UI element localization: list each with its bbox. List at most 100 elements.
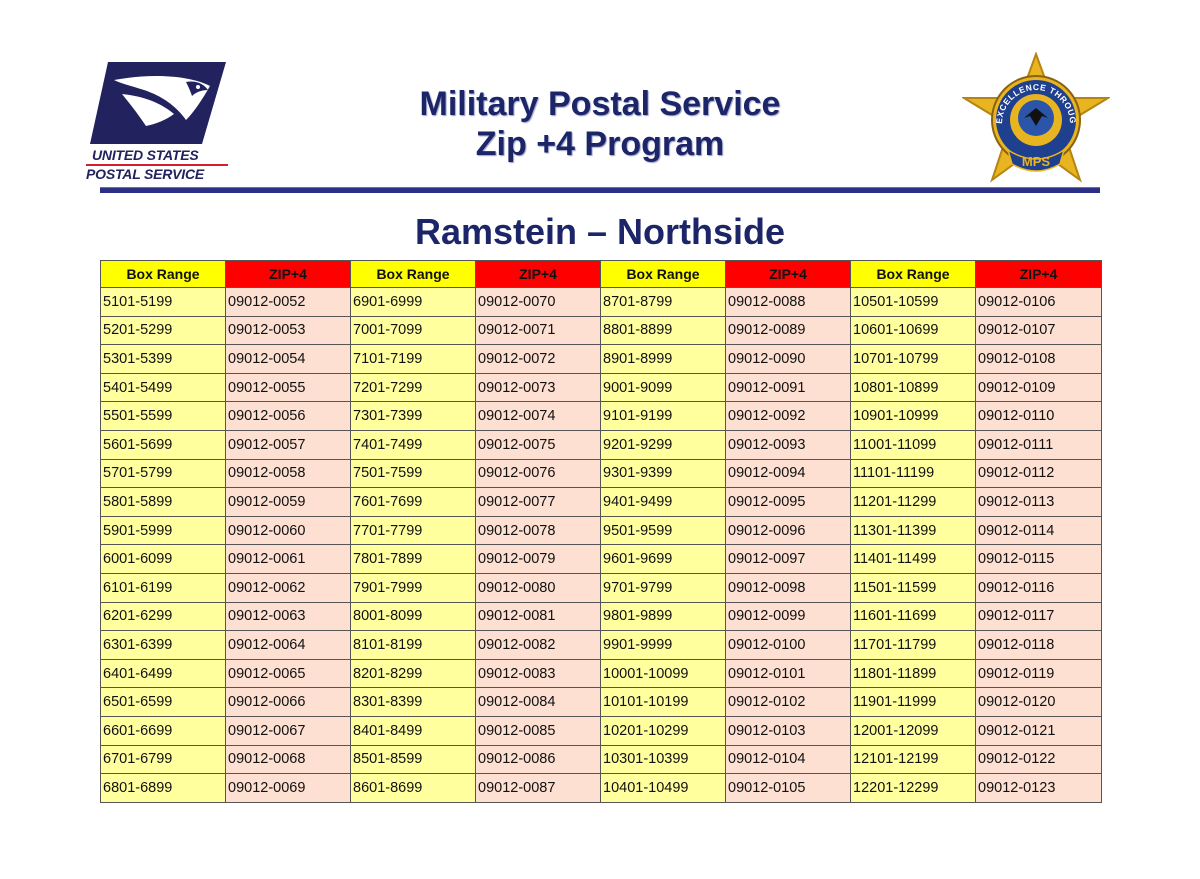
box-range-cell: 9001-9099 — [601, 373, 726, 402]
page-title: Military Postal Service Zip +4 Program — [300, 84, 900, 164]
column-header-zip: ZIP+4 — [976, 261, 1102, 288]
star-seal-icon: EXCELLENCE THROUGHOUT DoD MPS — [962, 52, 1110, 192]
table-row: 5701-5799 09012-0058 7501-7599 09012-0076 93… — [101, 459, 1102, 488]
zip-cell: 09012-0081 — [476, 602, 601, 631]
zip-cell: 09012-0103 — [726, 716, 851, 745]
table-row: 6401-6499 09012-0065 8201-8299 09012-0083 10… — [101, 659, 1102, 688]
table-row: 6501-6599 09012-0066 8301-8399 09012-0084 10… — [101, 688, 1102, 717]
box-range-cell: 7101-7199 — [351, 345, 476, 374]
box-range-cell: 9601-9699 — [601, 545, 726, 574]
box-range-cell: 12201-12299 — [851, 774, 976, 803]
usps-logo: UNITED STATES POSTAL SERVICE — [86, 60, 228, 182]
zip-cell: 09012-0086 — [476, 745, 601, 774]
table-row: 5601-5699 09012-0057 7401-7499 09012-0075 92… — [101, 430, 1102, 459]
box-range-cell: 10201-10299 — [601, 716, 726, 745]
zip-cell: 09012-0089 — [726, 316, 851, 345]
zip-cell: 09012-0122 — [976, 745, 1102, 774]
zip-cell: 09012-0058 — [226, 459, 351, 488]
table-row: 6201-6299 09012-0063 8001-8099 09012-0081 98… — [101, 602, 1102, 631]
eagle-icon — [86, 60, 228, 148]
zip-cell: 09012-0057 — [226, 430, 351, 459]
column-header-box-range: Box Range — [851, 261, 976, 288]
table-header-row: Box Range ZIP+4 Box Range ZIP+4 Box Rang… — [101, 261, 1102, 288]
zip-cell: 09012-0097 — [726, 545, 851, 574]
box-range-cell: 6601-6699 — [101, 716, 226, 745]
zip-cell: 09012-0062 — [226, 573, 351, 602]
table-row: 6801-6899 09012-0069 8601-8699 09012-0087 10… — [101, 774, 1102, 803]
zip-cell: 09012-0090 — [726, 345, 851, 374]
zip-cell: 09012-0053 — [226, 316, 351, 345]
zip-cell: 09012-0064 — [226, 631, 351, 660]
title-line-2: Zip +4 Program — [300, 124, 900, 164]
zip-cell: 09012-0118 — [976, 631, 1102, 660]
box-range-cell: 5201-5299 — [101, 316, 226, 345]
box-range-cell: 6401-6499 — [101, 659, 226, 688]
box-range-cell: 8801-8899 — [601, 316, 726, 345]
box-range-cell: 6101-6199 — [101, 573, 226, 602]
box-range-cell: 9201-9299 — [601, 430, 726, 459]
box-range-cell: 10001-10099 — [601, 659, 726, 688]
zip-cell: 09012-0121 — [976, 716, 1102, 745]
box-range-cell: 7201-7299 — [351, 373, 476, 402]
box-range-cell: 5101-5199 — [101, 288, 226, 317]
seal-label: MPS — [1022, 154, 1051, 169]
box-range-cell: 11701-11799 — [851, 631, 976, 660]
zip-cell: 09012-0082 — [476, 631, 601, 660]
zip-cell: 09012-0099 — [726, 602, 851, 631]
box-range-cell: 6501-6599 — [101, 688, 226, 717]
zip-cell: 09012-0071 — [476, 316, 601, 345]
zip-cell: 09012-0104 — [726, 745, 851, 774]
box-range-cell: 7701-7799 — [351, 516, 476, 545]
box-range-cell: 8201-8299 — [351, 659, 476, 688]
column-header-zip: ZIP+4 — [226, 261, 351, 288]
box-range-cell: 7301-7399 — [351, 402, 476, 431]
zip-cell: 09012-0112 — [976, 459, 1102, 488]
box-range-cell: 8001-8099 — [351, 602, 476, 631]
zip-cell: 09012-0065 — [226, 659, 351, 688]
zip-cell: 09012-0067 — [226, 716, 351, 745]
table-row: 5501-5599 09012-0056 7301-7399 09012-0074 91… — [101, 402, 1102, 431]
zip-cell: 09012-0073 — [476, 373, 601, 402]
box-range-cell: 10101-10199 — [601, 688, 726, 717]
zip-cell: 09012-0084 — [476, 688, 601, 717]
box-range-cell: 8701-8799 — [601, 288, 726, 317]
box-range-cell: 11601-11699 — [851, 602, 976, 631]
zip-cell: 09012-0080 — [476, 573, 601, 602]
box-range-cell: 12001-12099 — [851, 716, 976, 745]
table-row: 5101-5199 09012-0052 6901-6999 09012-0070 87… — [101, 288, 1102, 317]
zip-cell: 09012-0077 — [476, 488, 601, 517]
zip-cell: 09012-0095 — [726, 488, 851, 517]
box-range-cell: 11801-11899 — [851, 659, 976, 688]
box-range-cell: 8101-8199 — [351, 631, 476, 660]
zip-cell: 09012-0096 — [726, 516, 851, 545]
zip-cell: 09012-0098 — [726, 573, 851, 602]
box-range-cell: 7001-7099 — [351, 316, 476, 345]
box-range-cell: 10501-10599 — [851, 288, 976, 317]
box-range-cell: 6701-6799 — [101, 745, 226, 774]
box-range-cell: 7801-7899 — [351, 545, 476, 574]
column-header-box-range: Box Range — [601, 261, 726, 288]
usps-wordmark-line1: UNITED STATES — [86, 148, 228, 163]
zip-cell: 09012-0114 — [976, 516, 1102, 545]
zip-cell: 09012-0087 — [476, 774, 601, 803]
zip-cell: 09012-0055 — [226, 373, 351, 402]
zip-cell: 09012-0060 — [226, 516, 351, 545]
section-title: Ramstein – Northside — [300, 210, 900, 254]
zip-cell: 09012-0075 — [476, 430, 601, 459]
zip-cell: 09012-0100 — [726, 631, 851, 660]
header-divider — [100, 187, 1100, 193]
zip-cell: 09012-0066 — [226, 688, 351, 717]
box-range-cell: 8901-8999 — [601, 345, 726, 374]
box-range-cell: 12101-12199 — [851, 745, 976, 774]
box-range-cell: 9101-9199 — [601, 402, 726, 431]
box-range-cell: 5501-5599 — [101, 402, 226, 431]
zip-cell: 09012-0054 — [226, 345, 351, 374]
mps-seal: EXCELLENCE THROUGHOUT DoD MPS — [962, 52, 1110, 192]
zip-cell: 09012-0091 — [726, 373, 851, 402]
box-range-cell: 8501-8599 — [351, 745, 476, 774]
box-range-cell: 10301-10399 — [601, 745, 726, 774]
box-range-cell: 5701-5799 — [101, 459, 226, 488]
box-range-cell: 10401-10499 — [601, 774, 726, 803]
box-range-cell: 11401-11499 — [851, 545, 976, 574]
table-row: 6001-6099 09012-0061 7801-7899 09012-0079 96… — [101, 545, 1102, 574]
